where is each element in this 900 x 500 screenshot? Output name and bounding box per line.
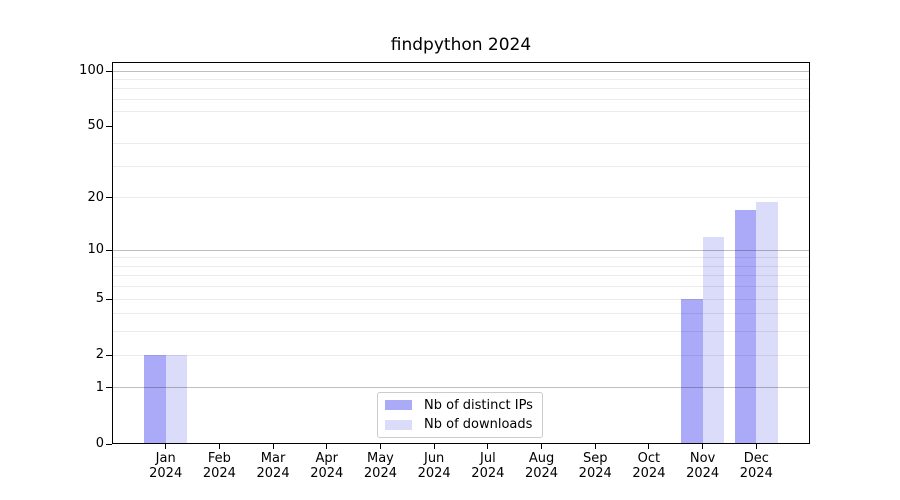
bar-distinct-ips: [144, 355, 166, 444]
y-tick-label: 20: [87, 189, 104, 205]
x-tick-mark: [648, 444, 650, 449]
legend-item-downloads: Nb of downloads: [385, 416, 542, 434]
x-tick-mark: [433, 444, 435, 449]
bar-distinct-ips: [681, 299, 703, 444]
x-tick-label: Jun 2024: [417, 451, 451, 481]
y-tick-mark: [106, 443, 112, 445]
y-tick-mark: [106, 249, 112, 251]
x-tick-mark: [594, 444, 596, 449]
gridline-minor: [112, 197, 810, 199]
gridline-minor: [112, 143, 810, 145]
y-tick-label: 5: [95, 291, 104, 307]
gridline-minor: [112, 257, 810, 259]
bar-distinct-ips: [734, 210, 757, 444]
y-tick-label: 50: [87, 118, 104, 134]
bar-downloads: [165, 355, 188, 444]
chart-title: findpython 2024: [390, 35, 532, 55]
gridline-minor: [112, 331, 810, 333]
y-tick-label: 2: [95, 347, 104, 363]
gridline-major: [112, 249, 810, 251]
x-tick-mark: [165, 444, 167, 449]
gridline-minor: [112, 88, 810, 90]
x-tick-mark: [379, 444, 381, 449]
y-tick-label: 1: [95, 379, 104, 395]
x-tick-mark: [272, 444, 274, 449]
gridline-minor: [112, 166, 810, 167]
bar-downloads: [702, 236, 725, 444]
gridline-minor: [112, 313, 810, 315]
x-tick-mark: [218, 444, 220, 449]
legend-label-downloads: Nb of downloads: [424, 417, 533, 433]
gridline-minor: [112, 99, 810, 101]
x-tick-label: Sep 2024: [578, 451, 612, 481]
bar-downloads: [756, 201, 778, 444]
x-tick-mark: [702, 444, 704, 449]
gridline-minor: [112, 298, 810, 300]
x-tick-label: Aug 2024: [524, 451, 559, 481]
gridline-minor: [112, 286, 810, 288]
gridline-major: [112, 387, 810, 389]
y-tick-mark: [106, 387, 112, 389]
x-tick-label: Mar 2024: [256, 451, 290, 481]
legend-swatch-distinct-ips: [385, 400, 412, 411]
x-tick-mark: [326, 444, 328, 449]
x-tick-label: Oct 2024: [632, 451, 666, 481]
y-tick-mark: [106, 125, 112, 127]
axes-spines: [112, 62, 810, 444]
x-tick-mark: [541, 444, 543, 449]
y-tick-mark: [106, 354, 112, 356]
y-tick-label: 10: [87, 242, 104, 258]
legend-label-distinct-ips: Nb of distinct IPs: [424, 397, 533, 413]
x-tick-label: Nov 2024: [686, 451, 720, 481]
gridline-major: [112, 70, 810, 72]
y-tick-mark: [106, 197, 112, 199]
y-tick-mark: [106, 70, 112, 72]
legend-item-distinct-ips: Nb of distinct IPs: [385, 396, 542, 414]
y-tick-label: 100: [79, 63, 104, 79]
x-tick-label: Feb 2024: [202, 451, 236, 481]
x-tick-mark: [755, 444, 757, 449]
y-tick-mark: [106, 298, 112, 300]
x-tick-mark: [487, 444, 489, 449]
x-tick-label: Dec 2024: [739, 451, 773, 481]
x-tick-label: Apr 2024: [310, 451, 344, 481]
x-tick-label: Jan 2024: [149, 451, 183, 481]
x-tick-label: May 2024: [363, 451, 397, 481]
legend: Nb of distinct IPs Nb of downloads: [377, 392, 543, 438]
legend-swatch-downloads: [385, 419, 412, 430]
x-tick-label: Jul 2024: [471, 451, 505, 481]
gridline-minor: [112, 354, 810, 356]
gridline-minor: [112, 275, 810, 277]
gridline-minor: [112, 111, 810, 113]
gridline-minor: [112, 265, 810, 267]
y-tick-label: 0: [95, 436, 104, 451]
gridline-minor: [112, 78, 810, 80]
